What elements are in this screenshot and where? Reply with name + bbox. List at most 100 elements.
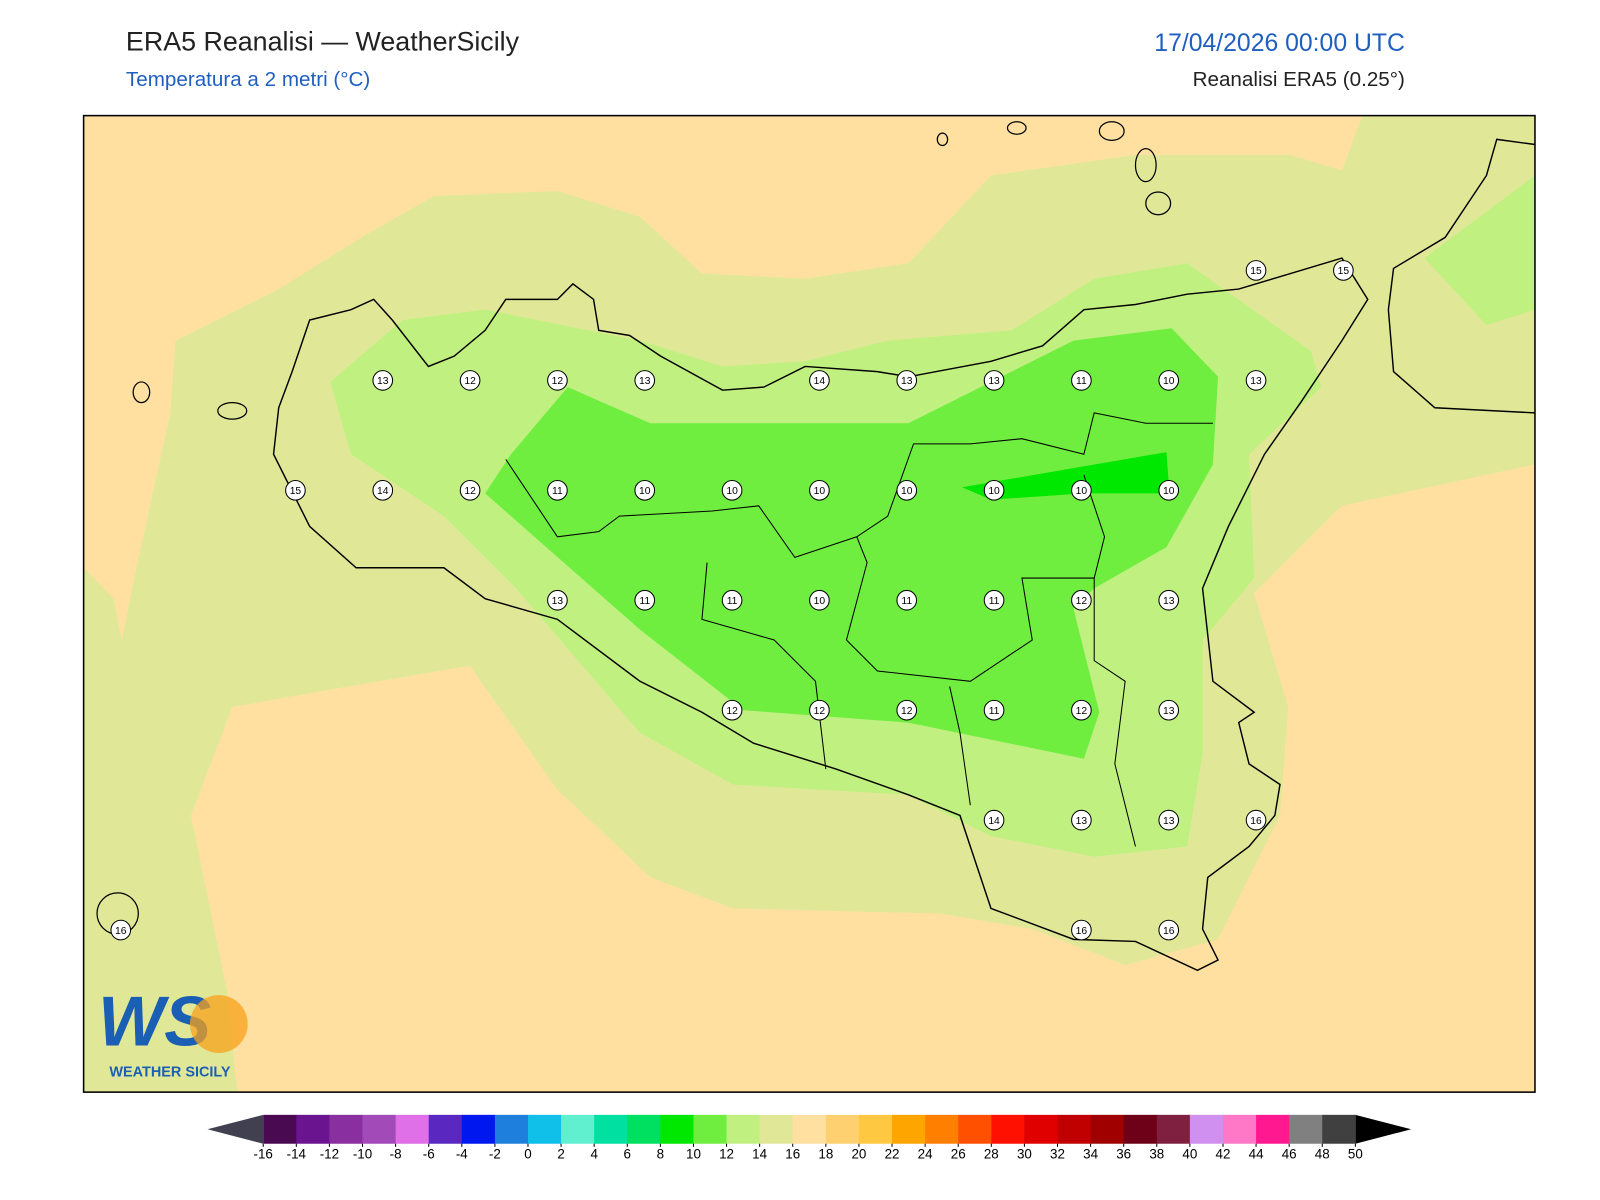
station-value: 10 xyxy=(639,486,651,497)
colorbar-box xyxy=(693,1114,728,1144)
station-value: 13 xyxy=(639,376,651,387)
colorbar-box xyxy=(892,1114,926,1144)
station-marker xyxy=(896,699,918,721)
contour-fill xyxy=(1424,175,1535,326)
station-value: 10 xyxy=(988,486,1000,497)
station-value: 16 xyxy=(115,926,127,937)
colorbar-label: 14 xyxy=(752,1147,767,1162)
station-marker xyxy=(547,480,568,501)
station-value: 12 xyxy=(552,376,564,387)
station-marker xyxy=(285,480,306,501)
source: Reanalisi ERA5 (0.25°) xyxy=(1193,68,1405,91)
station-value: 14 xyxy=(377,486,389,497)
station-value: 11 xyxy=(989,706,1000,717)
station-value: 13 xyxy=(1076,816,1088,827)
station-value: 13 xyxy=(377,376,389,387)
station-marker xyxy=(983,370,1005,391)
station-value: 11 xyxy=(727,596,738,607)
station-value: 13 xyxy=(988,376,1000,387)
station-marker xyxy=(721,589,743,611)
station-marker xyxy=(1158,919,1180,941)
station-marker xyxy=(1158,370,1180,391)
station-marker xyxy=(896,589,918,611)
station-value: 12 xyxy=(726,706,738,717)
colorbar-label: -14 xyxy=(287,1147,307,1162)
colorbar-label: 32 xyxy=(1050,1147,1065,1162)
colorbar-label: -8 xyxy=(390,1147,402,1162)
colorbar-box xyxy=(263,1114,297,1144)
colorbar-box xyxy=(792,1114,827,1144)
colorbar-box xyxy=(527,1114,562,1144)
colorbar-label: 12 xyxy=(719,1147,734,1162)
colorbar-label: 0 xyxy=(524,1147,531,1162)
colorbar-label: 22 xyxy=(885,1147,900,1162)
station-marker xyxy=(983,480,1005,501)
station-marker xyxy=(1245,260,1267,281)
station-value: 12 xyxy=(901,706,913,717)
station-marker xyxy=(459,370,481,391)
station-value: 16 xyxy=(1163,926,1175,937)
logo-text: WEATHER SICILY xyxy=(109,1064,230,1080)
colorbar-box xyxy=(925,1114,959,1144)
colorbar-box xyxy=(1156,1114,1191,1144)
station-marker xyxy=(1071,370,1092,391)
contour-fill xyxy=(190,464,1535,1093)
colorbar-box xyxy=(1057,1114,1092,1144)
station-marker xyxy=(372,480,394,501)
station-marker xyxy=(1158,480,1180,501)
station-marker xyxy=(1071,919,1092,941)
station-value: 13 xyxy=(901,376,913,387)
station-marker xyxy=(1158,809,1180,831)
station-value: 11 xyxy=(901,596,912,607)
colorbar-box xyxy=(1024,1114,1059,1144)
station-value: 13 xyxy=(1163,816,1175,827)
colorbar-box xyxy=(759,1114,794,1144)
colorbar-box xyxy=(296,1114,330,1144)
station-marker xyxy=(809,699,830,721)
colorbar-label: -10 xyxy=(353,1147,372,1162)
station-value: 16 xyxy=(1250,816,1262,827)
colorbar-label: 8 xyxy=(657,1147,664,1162)
contour-fill xyxy=(962,452,1170,500)
station-value: 13 xyxy=(1250,376,1262,387)
map-frame xyxy=(82,114,1536,1093)
station-value: 10 xyxy=(1163,486,1175,497)
colorbar-label: 4 xyxy=(590,1147,598,1162)
station-marker xyxy=(547,370,568,391)
colorbar-label: 50 xyxy=(1348,1147,1363,1162)
colorbar-label: -4 xyxy=(456,1147,468,1162)
colorbar-box xyxy=(594,1114,628,1144)
colorbar-box xyxy=(1256,1114,1290,1144)
colorbar-box xyxy=(660,1114,694,1144)
contour-fill xyxy=(485,328,1219,759)
colorbar-box xyxy=(1222,1114,1257,1144)
colorbar-under xyxy=(207,1114,264,1144)
province-border xyxy=(505,412,1213,847)
logo: WS WEATHER SICILY xyxy=(98,982,248,1080)
colorbar: -16 -14 -12 -10 -8 -6 -4 -2 0 2 4 6 8 10 12 14 16 18 20 22 2… xyxy=(207,1114,1412,1162)
station-value: 15 xyxy=(1338,266,1350,277)
station-value: 12 xyxy=(1076,706,1088,717)
colorbar-label: -12 xyxy=(320,1147,339,1162)
station-marker xyxy=(983,809,1005,831)
station-value: 13 xyxy=(1163,706,1175,717)
station-marker xyxy=(459,480,481,501)
station-value: 12 xyxy=(814,706,826,717)
station-marker xyxy=(1158,699,1180,721)
contour-fill xyxy=(83,115,1363,640)
station-value: 15 xyxy=(290,486,302,497)
station-value: 10 xyxy=(1076,486,1088,497)
station-value: 10 xyxy=(1163,376,1175,387)
colorbar-label: 24 xyxy=(918,1147,933,1162)
logo-sun xyxy=(189,995,248,1053)
station-marker xyxy=(1071,589,1092,611)
colorbar-label: -6 xyxy=(423,1147,435,1162)
station-marker xyxy=(896,370,918,391)
station-marker xyxy=(1333,260,1354,281)
colorbar-box xyxy=(858,1114,893,1144)
colorbar-label: 48 xyxy=(1315,1147,1330,1162)
colorbar-label: 40 xyxy=(1182,1147,1197,1162)
colorbar-box xyxy=(1322,1114,1356,1144)
